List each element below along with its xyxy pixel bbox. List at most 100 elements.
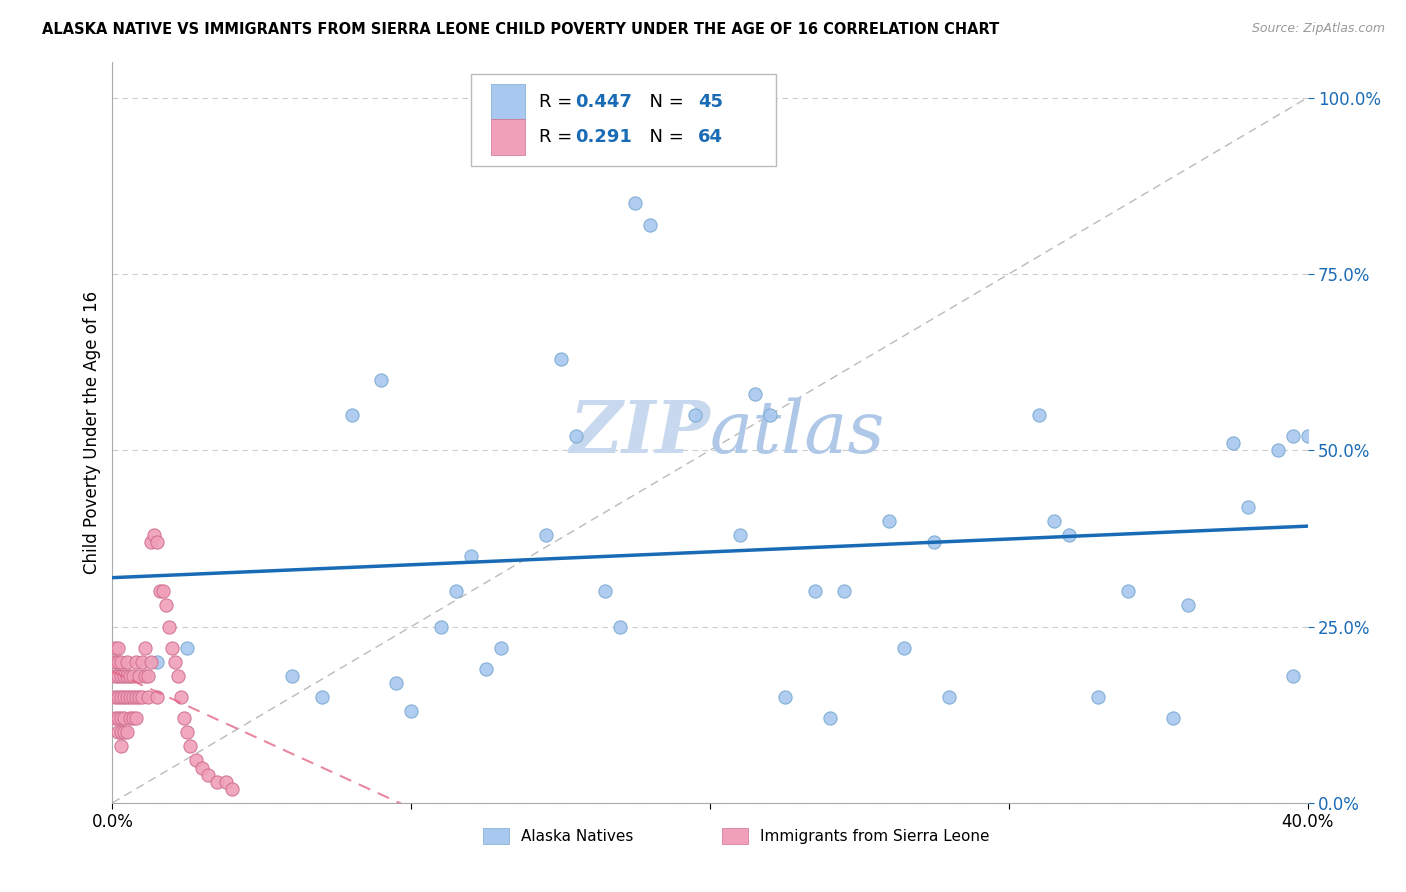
FancyBboxPatch shape — [484, 828, 509, 844]
Point — [385, 676, 408, 690]
Point — [179, 739, 201, 754]
Point — [370, 373, 392, 387]
FancyBboxPatch shape — [491, 84, 524, 120]
Point — [104, 669, 127, 683]
Point — [167, 669, 190, 683]
Point — [1177, 599, 1199, 613]
Point — [938, 690, 960, 704]
Point — [773, 690, 796, 704]
Text: Immigrants from Sierra Leone: Immigrants from Sierra Leone — [761, 829, 990, 844]
Text: 0.447: 0.447 — [575, 93, 631, 111]
Point — [165, 655, 187, 669]
Point — [1118, 584, 1140, 599]
Point — [134, 640, 156, 655]
Point — [155, 599, 177, 613]
Point — [1237, 500, 1260, 514]
Point — [110, 690, 132, 704]
FancyBboxPatch shape — [723, 828, 748, 844]
Point — [110, 655, 132, 669]
Point — [114, 669, 135, 683]
Point — [311, 690, 333, 704]
Text: Source: ZipAtlas.com: Source: ZipAtlas.com — [1251, 22, 1385, 36]
Point — [107, 669, 129, 683]
Point — [157, 619, 180, 633]
Point — [114, 690, 135, 704]
Point — [134, 669, 156, 683]
Point — [110, 669, 132, 683]
Point — [104, 711, 127, 725]
Point — [176, 725, 198, 739]
Point — [131, 655, 153, 669]
Point — [893, 640, 915, 655]
Point — [489, 640, 512, 655]
Point — [117, 690, 139, 704]
Point — [1296, 429, 1319, 443]
Point — [609, 619, 631, 633]
Point — [191, 760, 214, 774]
Point — [122, 669, 145, 683]
Point — [149, 584, 172, 599]
Point — [624, 196, 647, 211]
Point — [1057, 528, 1080, 542]
Point — [564, 429, 586, 443]
Point — [744, 387, 766, 401]
Point — [550, 351, 572, 366]
Point — [170, 690, 193, 704]
Point — [922, 535, 945, 549]
Point — [475, 662, 498, 676]
Point — [281, 669, 304, 683]
Point — [141, 655, 163, 669]
Point — [803, 584, 825, 599]
Point — [122, 690, 145, 704]
Point — [401, 704, 423, 718]
Text: atlas: atlas — [710, 397, 886, 468]
Point — [120, 711, 142, 725]
Point — [104, 690, 127, 704]
Point — [1267, 443, 1289, 458]
Point — [125, 711, 148, 725]
Point — [131, 690, 153, 704]
Text: 45: 45 — [699, 93, 723, 111]
Point — [173, 711, 195, 725]
Point — [128, 669, 150, 683]
Point — [114, 725, 135, 739]
Point — [1281, 429, 1303, 443]
Text: 0.291: 0.291 — [575, 128, 631, 146]
Point — [162, 640, 183, 655]
Point — [117, 655, 139, 669]
Point — [110, 725, 132, 739]
Point — [138, 690, 160, 704]
Point — [141, 535, 163, 549]
Point — [176, 640, 198, 655]
Point — [107, 711, 129, 725]
Point — [114, 711, 135, 725]
Point — [215, 774, 238, 789]
Point — [146, 535, 169, 549]
Point — [534, 528, 557, 542]
Point — [122, 711, 145, 725]
Point — [818, 711, 841, 725]
Point — [444, 584, 467, 599]
Point — [1281, 669, 1303, 683]
Point — [221, 781, 243, 796]
Point — [1161, 711, 1184, 725]
Point — [138, 669, 160, 683]
FancyBboxPatch shape — [471, 73, 776, 166]
Point — [107, 655, 129, 669]
Point — [759, 408, 782, 422]
Point — [125, 655, 148, 669]
Point — [430, 619, 453, 633]
Point — [1087, 690, 1109, 704]
Point — [107, 640, 129, 655]
Point — [152, 584, 174, 599]
Point — [125, 690, 148, 704]
Point — [120, 669, 142, 683]
Point — [146, 690, 169, 704]
Point — [104, 655, 127, 669]
Text: ZIP: ZIP — [569, 397, 710, 468]
Point — [146, 655, 169, 669]
Text: R =: R = — [538, 93, 578, 111]
Point — [107, 690, 129, 704]
Point — [728, 528, 751, 542]
Text: Alaska Natives: Alaska Natives — [522, 829, 634, 844]
